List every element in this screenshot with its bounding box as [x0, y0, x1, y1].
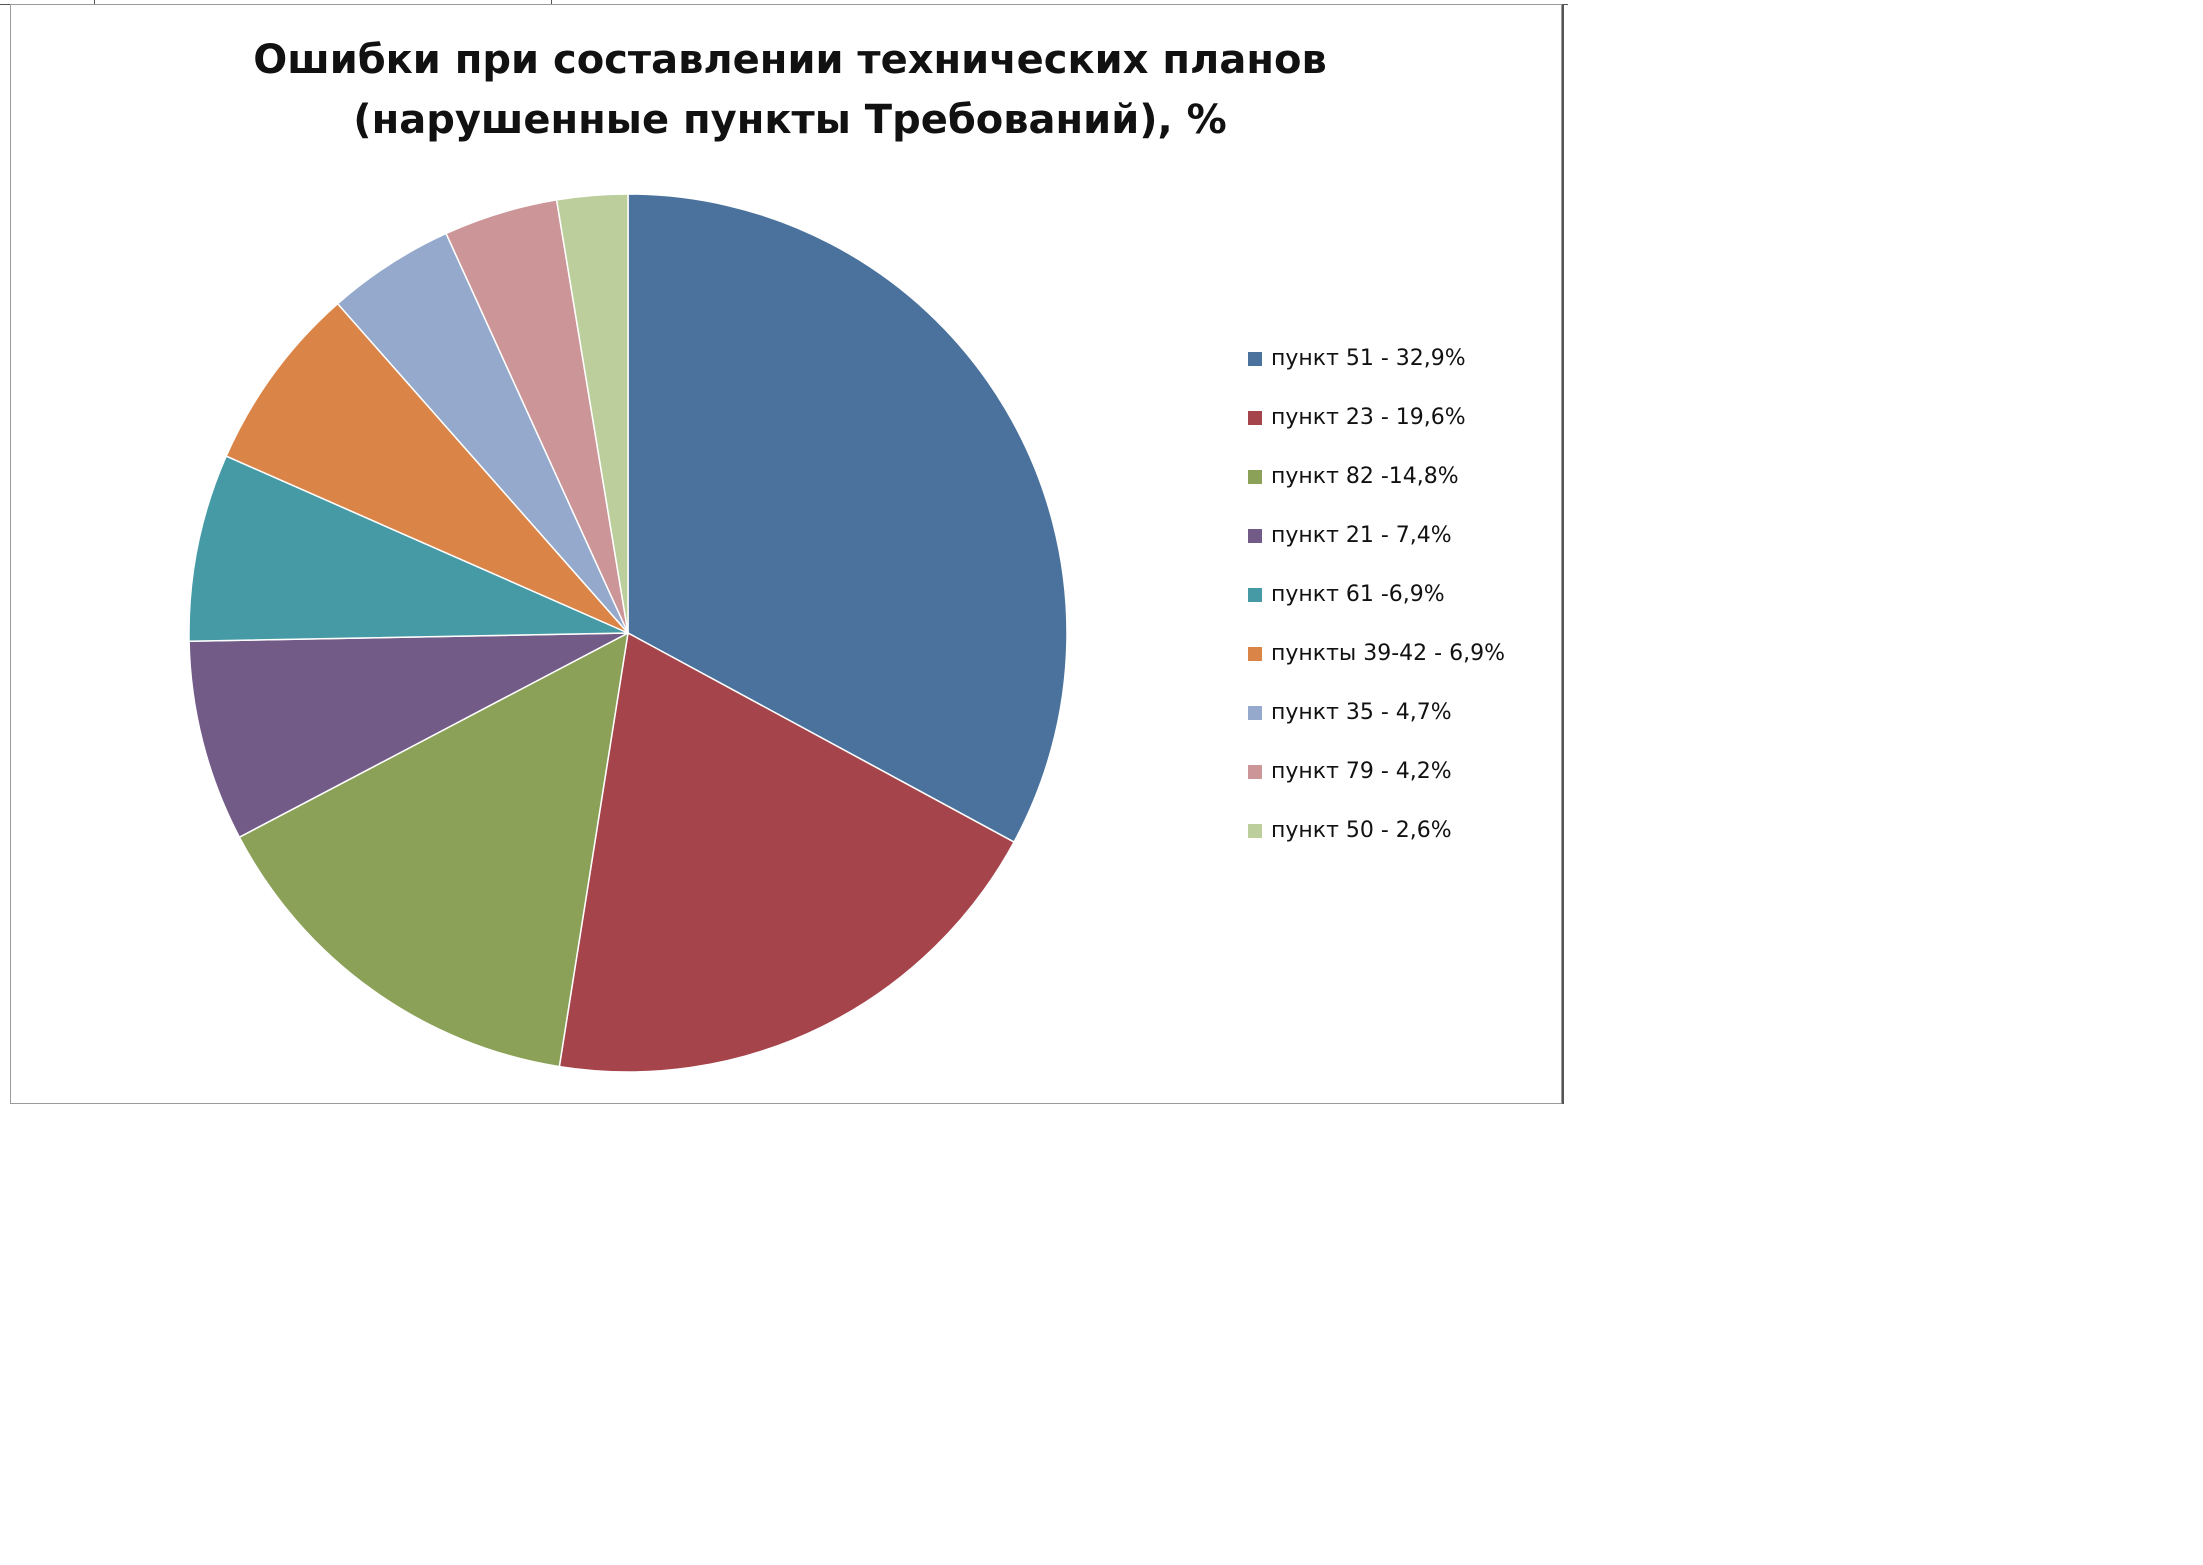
pie-slice-9[interactable]: [555, 193, 629, 634]
chart-title: Ошибки при составлении технических плано…: [130, 30, 1450, 150]
legend-swatch: [1248, 588, 1262, 602]
pie-slice-3[interactable]: [238, 631, 629, 1068]
legend-label: пункт 79 - 4,2%: [1271, 759, 1452, 784]
sheet-right-border: [1562, 4, 1564, 1104]
legend-label: пункт 23 - 19,6%: [1271, 405, 1466, 430]
legend-item-2[interactable]: пункт 23 - 19,6%: [1246, 399, 1546, 439]
pie-slice-4[interactable]: [188, 632, 629, 839]
pie-slice-5[interactable]: [188, 455, 629, 643]
legend-swatch: [1248, 824, 1262, 838]
legend-swatch: [1248, 765, 1262, 779]
pie-chart: [188, 193, 1068, 1073]
pie-slice-1[interactable]: [627, 193, 1068, 844]
legend-item-6[interactable]: пункты 39-42 - 6,9%: [1246, 635, 1546, 675]
pie-slice-2[interactable]: [558, 631, 1016, 1073]
legend-swatch: [1248, 647, 1262, 661]
legend-label: пункт 35 - 4,7%: [1271, 700, 1452, 725]
legend-label: пункты 39-42 - 6,9%: [1271, 641, 1505, 666]
legend-item-1[interactable]: пункт 51 - 32,9%: [1246, 340, 1546, 380]
legend-swatch: [1248, 352, 1262, 366]
chart-title-line-1: Ошибки при составлении технических плано…: [253, 37, 1327, 83]
legend-label: пункт 51 - 32,9%: [1271, 346, 1466, 371]
legend-label: пункт 50 - 2,6%: [1271, 818, 1452, 843]
legend-swatch: [1248, 706, 1262, 720]
legend-label: пункт 61 -6,9%: [1271, 582, 1445, 607]
legend-swatch: [1248, 529, 1262, 543]
legend-item-3[interactable]: пункт 82 -14,8%: [1246, 458, 1546, 498]
chart-title-line-2: (нарушенные пункты Требований), %: [353, 97, 1227, 143]
legend-label: пункт 21 - 7,4%: [1271, 523, 1452, 548]
legend-item-8[interactable]: пункт 79 - 4,2%: [1246, 753, 1546, 793]
legend-swatch: [1248, 470, 1262, 484]
legend-item-4[interactable]: пункт 21 - 7,4%: [1246, 517, 1546, 557]
legend-swatch: [1248, 411, 1262, 425]
legend-item-5[interactable]: пункт 61 -6,9%: [1246, 576, 1546, 616]
legend-item-7[interactable]: пункт 35 - 4,7%: [1246, 694, 1546, 734]
legend-item-9[interactable]: пункт 50 - 2,6%: [1246, 812, 1546, 852]
legend-label: пункт 82 -14,8%: [1271, 464, 1459, 489]
pie-slice-6[interactable]: [225, 302, 629, 634]
